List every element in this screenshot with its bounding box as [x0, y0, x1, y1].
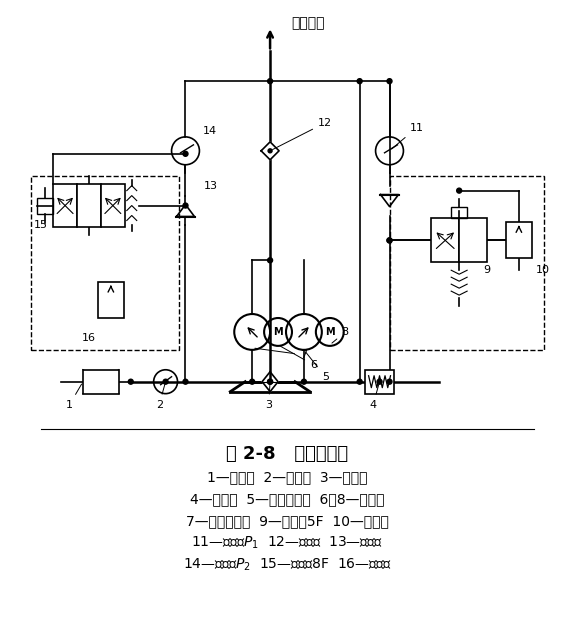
- Polygon shape: [261, 142, 279, 160]
- Text: M: M: [273, 327, 283, 337]
- Bar: [365, 370, 394, 394]
- Circle shape: [301, 380, 306, 384]
- Text: 14—压力表$P_2$  15—电磁阀8F  16—溢流阀: 14—压力表$P_2$ 15—电磁阀8F 16—溢流阀: [183, 557, 392, 573]
- Circle shape: [268, 149, 272, 153]
- Text: 10: 10: [536, 265, 550, 275]
- Bar: [459, 218, 487, 262]
- Bar: [77, 184, 101, 227]
- Bar: [506, 223, 532, 259]
- Text: 6: 6: [281, 346, 317, 370]
- Circle shape: [267, 258, 273, 263]
- Text: 14: 14: [204, 126, 217, 136]
- Bar: [31, 176, 178, 350]
- Circle shape: [387, 238, 392, 243]
- Text: 13: 13: [204, 180, 217, 191]
- Text: 图 2-8   液压原理图: 图 2-8 液压原理图: [226, 445, 348, 463]
- Bar: [389, 176, 544, 350]
- Text: 11—压力表$P_1$  12—单向阀  13—单向阀: 11—压力表$P_1$ 12—单向阀 13—单向阀: [191, 534, 383, 551]
- Text: 12: 12: [273, 118, 332, 150]
- Text: 1—冷却器  2—油温仪  3—过滤器: 1—冷却器 2—油温仪 3—过滤器: [207, 470, 367, 484]
- Circle shape: [250, 380, 255, 384]
- Text: 4—加热器  5—高压液压泵  6、8—电动机: 4—加热器 5—高压液压泵 6、8—电动机: [190, 492, 384, 506]
- Text: 工作系统: 工作系统: [291, 17, 325, 31]
- Text: 11: 11: [392, 123, 423, 149]
- Circle shape: [267, 380, 273, 384]
- Bar: [98, 282, 124, 318]
- Bar: [451, 207, 467, 218]
- Text: 15: 15: [34, 220, 48, 230]
- Circle shape: [267, 79, 273, 84]
- Circle shape: [357, 79, 362, 84]
- Text: 1: 1: [66, 384, 82, 410]
- Circle shape: [377, 380, 382, 384]
- Text: M: M: [325, 327, 335, 337]
- Circle shape: [387, 238, 392, 243]
- Text: 4: 4: [370, 385, 379, 410]
- Circle shape: [267, 380, 273, 384]
- Circle shape: [457, 188, 462, 193]
- Circle shape: [357, 380, 362, 384]
- Text: 7: 7: [255, 348, 307, 360]
- Polygon shape: [177, 205, 194, 216]
- Text: 8: 8: [332, 327, 349, 343]
- Text: 7—低压液压泵  9—电磁阀5F  10—溢流阀: 7—低压液压泵 9—电磁阀5F 10—溢流阀: [186, 514, 389, 528]
- Bar: [83, 370, 119, 394]
- Text: 16: 16: [82, 333, 96, 343]
- Text: 9: 9: [484, 265, 490, 275]
- Polygon shape: [381, 195, 398, 207]
- Bar: [101, 184, 125, 227]
- Circle shape: [163, 380, 168, 384]
- Circle shape: [387, 79, 392, 84]
- Circle shape: [183, 380, 188, 384]
- Text: 5: 5: [306, 352, 329, 381]
- Text: 2: 2: [156, 385, 165, 410]
- Bar: [53, 184, 77, 227]
- Circle shape: [128, 380, 133, 384]
- Polygon shape: [262, 372, 278, 392]
- Circle shape: [387, 380, 392, 384]
- Bar: [37, 198, 53, 214]
- Circle shape: [183, 203, 188, 208]
- Text: 3: 3: [265, 385, 272, 410]
- Circle shape: [183, 151, 188, 156]
- Bar: [431, 218, 459, 262]
